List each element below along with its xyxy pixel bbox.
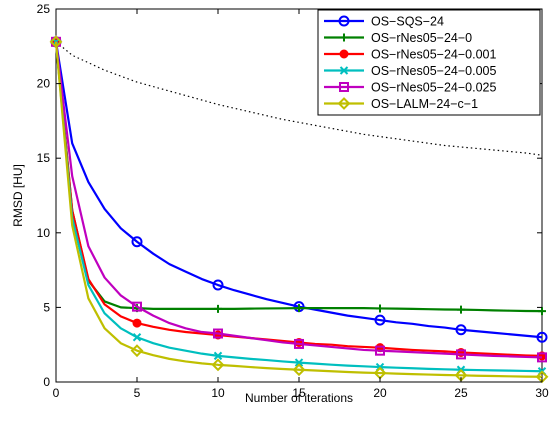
x-tick-label: 5 [134, 386, 141, 400]
x-tick-label: 10 [211, 386, 225, 400]
data-point [339, 66, 349, 75]
data-point [292, 363, 306, 377]
data-point [374, 314, 386, 326]
data-point [340, 33, 348, 42]
series-5 [49, 35, 549, 384]
data-point [294, 338, 304, 349]
data-point [376, 304, 384, 313]
data-point [131, 236, 143, 248]
series-layer [49, 35, 549, 384]
legend-entry: OS−rNes05−24−0 [324, 31, 472, 45]
data-point [456, 349, 466, 360]
legend-label: OS−LALM−24−c−1 [371, 97, 478, 111]
legend-entry: OS−rNes05−24−0.025 [324, 81, 496, 95]
data-point [130, 344, 144, 358]
y-tick-label: 25 [37, 2, 51, 16]
data-point [337, 97, 351, 110]
legend-entry: OS−rNes05−24−0.005 [324, 64, 496, 78]
data-point [213, 328, 223, 339]
data-point [132, 318, 142, 328]
data-point [375, 345, 385, 356]
data-point [211, 358, 225, 372]
data-point [537, 352, 547, 363]
legend: OS−SQS−24 OS−rNes05−24−0 OS−rNes05−24−0.00… [317, 9, 541, 116]
series-6 [55, 41, 543, 156]
x-tick-label: 15 [292, 386, 306, 400]
series-line [54, 41, 543, 378]
legend-label: OS−rNes05−24−0.001 [371, 48, 496, 62]
data-point [455, 324, 467, 336]
data-point [294, 358, 304, 367]
x-tick-label: 20 [373, 386, 387, 400]
data-point [212, 279, 224, 291]
legend-label: OS−SQS−24 [371, 15, 444, 29]
legend-entry: OS−rNes05−24−0.001 [324, 48, 496, 62]
legend-entry: OS−SQS−24 [324, 15, 444, 29]
data-point [213, 351, 223, 361]
y-tick-label: 5 [43, 300, 50, 314]
x-tick-label: 30 [535, 386, 549, 400]
y-tick-label: 10 [37, 226, 51, 240]
data-point [132, 301, 142, 312]
legend-label: OS−rNes05−24−0.025 [371, 81, 496, 95]
y-axis-label: RMSD [HU] [11, 164, 25, 227]
data-point [339, 82, 349, 92]
x-tick-label: 0 [53, 386, 60, 400]
data-point [214, 304, 222, 313]
data-point [295, 304, 303, 313]
axis-layer: 0 5 10 15 20 25 30 0 5 10 15 20 25 [37, 2, 549, 400]
legend-label: OS−rNes05−24−0 [371, 31, 472, 45]
y-tick-label: 15 [37, 151, 51, 165]
x-tick-label: 25 [454, 386, 468, 400]
series-line [55, 41, 543, 156]
data-point [339, 49, 349, 59]
y-tick-label: 0 [43, 375, 50, 389]
data-point [457, 305, 465, 314]
legend-label: OS−rNes05−24−0.005 [371, 64, 496, 78]
y-tick-label: 20 [37, 77, 51, 91]
legend-entry: OS−LALM−24−c−1 [324, 97, 478, 111]
series-line [54, 41, 543, 359]
data-point [49, 35, 63, 49]
data-point [132, 333, 142, 342]
data-point [338, 15, 350, 27]
data-point [538, 307, 546, 316]
legend-box [317, 9, 541, 116]
x-axis-label: Number of iterations [245, 391, 353, 405]
data-point [536, 331, 548, 343]
